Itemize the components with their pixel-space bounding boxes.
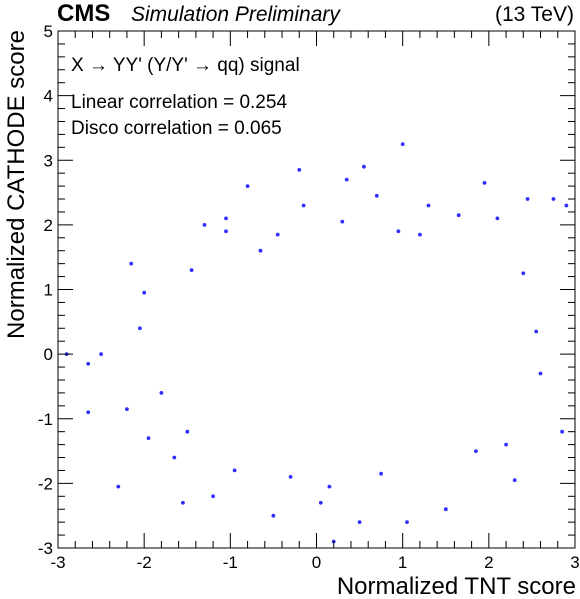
data-point <box>271 513 276 518</box>
data-point <box>189 268 194 272</box>
data-point <box>297 168 302 172</box>
data-point <box>159 391 164 395</box>
data-point <box>275 232 280 237</box>
y-tick-label: -1 <box>38 410 53 429</box>
data-point <box>301 203 306 208</box>
data-point <box>129 261 134 266</box>
y-tick-label: -3 <box>38 539 53 558</box>
data-point <box>482 181 487 185</box>
data-point <box>400 142 405 147</box>
data-point <box>202 223 207 227</box>
data-point <box>232 468 237 473</box>
data-point <box>138 326 142 331</box>
data-point <box>86 361 91 366</box>
data-point <box>258 248 263 253</box>
x-tick-label: -1 <box>223 553 238 572</box>
data-point <box>357 520 362 524</box>
data-point <box>172 455 177 460</box>
x-tick-label: -3 <box>50 553 65 572</box>
x-tick-labels: -3 -2 -1 0 1 2 3 <box>50 553 579 572</box>
data-point <box>116 484 121 489</box>
y-tick-label: 4 <box>44 87 53 106</box>
data-point <box>443 507 448 512</box>
y-tick-label: 0 <box>44 345 53 364</box>
data-point <box>564 203 569 208</box>
data-point <box>211 494 216 499</box>
data-point <box>318 500 323 505</box>
data-point <box>374 193 379 198</box>
data-point <box>142 290 147 295</box>
data-points <box>64 142 569 544</box>
data-point <box>362 164 366 169</box>
data-point <box>405 520 409 524</box>
linear-correlation-annotation: Linear correlation = 0.254 <box>71 92 287 113</box>
y-tick-label: 3 <box>44 151 53 170</box>
cms-label: CMS <box>57 0 110 27</box>
disco-correlation-annotation: Disco correlation = 0.065 <box>71 118 282 139</box>
data-point <box>456 213 461 218</box>
data-point <box>224 229 228 234</box>
data-point <box>525 197 530 201</box>
data-point <box>327 484 332 489</box>
data-point <box>125 407 129 411</box>
data-point <box>344 177 349 182</box>
data-point <box>288 475 293 479</box>
data-point <box>551 197 556 201</box>
y-tick-labels: -3 -2 -1 0 1 2 3 4 5 <box>38 22 53 558</box>
data-point <box>396 229 401 234</box>
y-tick-label: -2 <box>38 474 53 493</box>
y-axis-title: Normalized CATHODE score <box>3 30 30 339</box>
data-point <box>426 203 431 208</box>
data-point <box>181 500 185 505</box>
data-point <box>418 232 422 237</box>
data-point <box>474 449 478 453</box>
x-tick-label: 2 <box>484 553 493 572</box>
data-point <box>504 442 508 447</box>
x-tick-label: 0 <box>312 553 321 572</box>
data-point <box>245 184 250 189</box>
data-point <box>99 352 103 356</box>
data-point <box>146 436 151 440</box>
signal-annotation: X → YY' (Y/Y' → qq) signal <box>71 55 300 76</box>
data-point <box>534 329 539 334</box>
data-point <box>521 271 526 276</box>
y-tick-label: 5 <box>44 22 53 41</box>
simulation-preliminary-label: Simulation Preliminary <box>131 3 341 26</box>
data-point <box>86 410 91 415</box>
x-axis-title: Normalized TNT score <box>337 573 576 599</box>
data-point <box>340 219 345 224</box>
y-tick-label: 2 <box>44 216 53 235</box>
axis-ticks <box>57 30 576 549</box>
data-point <box>185 429 190 434</box>
data-point <box>495 216 500 221</box>
energy-label: (13 TeV) <box>495 3 574 26</box>
x-tick-label: 1 <box>398 553 407 572</box>
data-point <box>538 371 543 376</box>
x-tick-label: 3 <box>570 553 579 572</box>
data-point <box>512 478 517 482</box>
x-tick-label: -2 <box>137 553 152 572</box>
data-point <box>379 471 383 476</box>
data-point <box>560 429 564 434</box>
data-point <box>224 216 228 221</box>
y-tick-label: 1 <box>44 281 53 300</box>
